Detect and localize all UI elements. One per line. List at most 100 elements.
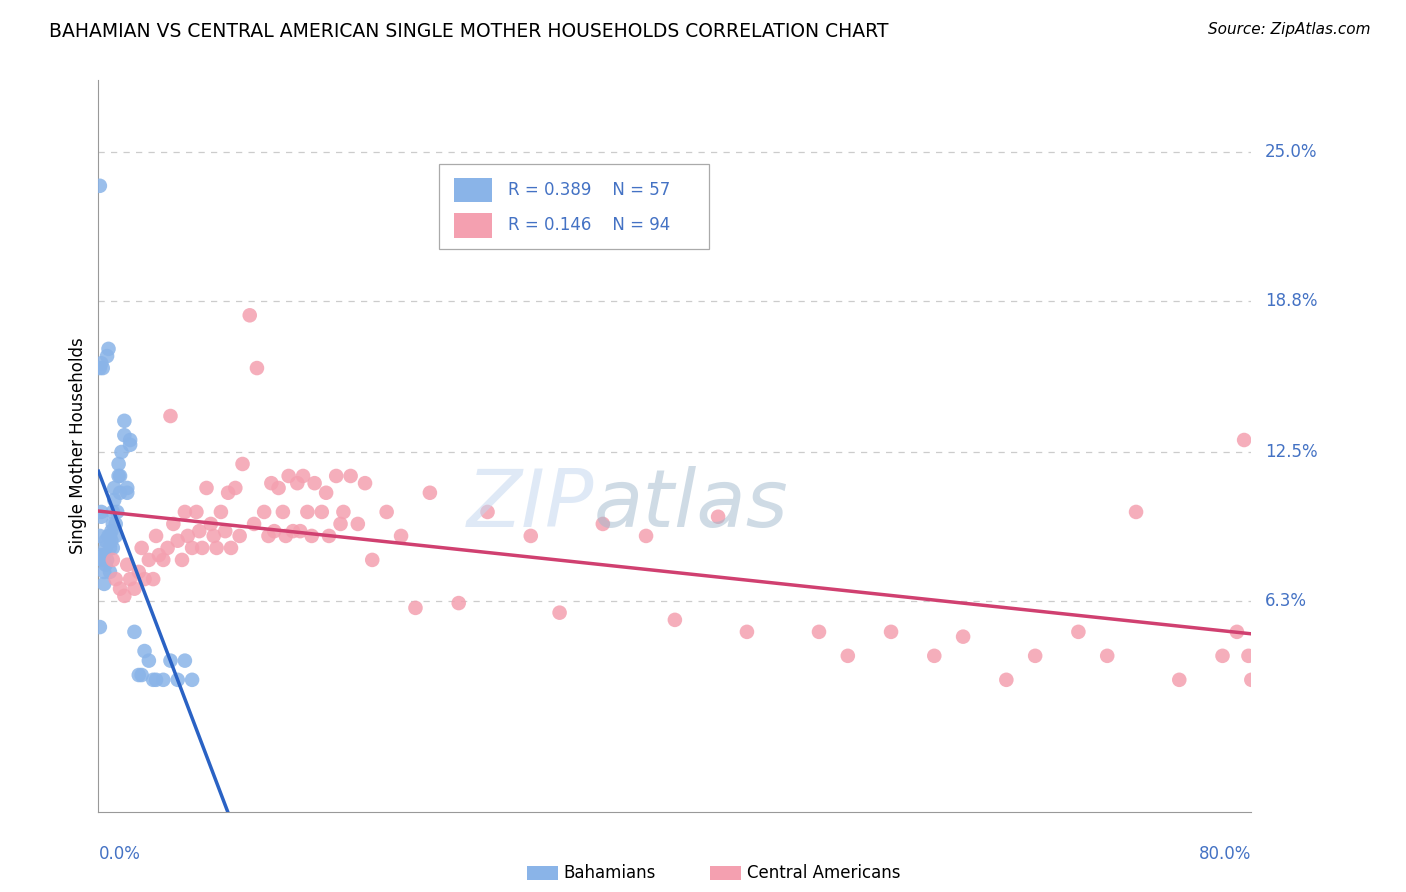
Point <box>120 572 142 586</box>
Point <box>1067 624 1090 639</box>
Point <box>97 342 120 356</box>
Point <box>1125 505 1147 519</box>
Point <box>105 505 128 519</box>
Point <box>112 414 135 428</box>
Point <box>1168 673 1191 687</box>
Point <box>104 529 127 543</box>
Point <box>329 516 352 531</box>
Text: 6.3%: 6.3% <box>1265 591 1308 609</box>
Point <box>162 516 184 531</box>
Point <box>1097 648 1119 663</box>
Text: 18.8%: 18.8% <box>1265 292 1317 310</box>
Point <box>174 654 197 668</box>
Point <box>636 529 658 543</box>
Point <box>1240 673 1263 687</box>
Point <box>277 469 299 483</box>
Point <box>94 533 117 548</box>
Point <box>104 516 127 531</box>
Point <box>922 648 945 663</box>
Point <box>91 553 114 567</box>
Point <box>195 481 218 495</box>
Point <box>315 485 337 500</box>
Point <box>90 505 112 519</box>
Point <box>156 541 179 555</box>
Point <box>253 505 276 519</box>
Text: 12.5%: 12.5% <box>1265 443 1317 461</box>
Text: ZIP: ZIP <box>467 466 595 543</box>
Point <box>281 524 304 538</box>
Point <box>271 505 294 519</box>
Point <box>131 541 153 555</box>
Point <box>205 541 228 555</box>
Text: Source: ZipAtlas.com: Source: ZipAtlas.com <box>1208 22 1371 37</box>
Point <box>332 505 354 519</box>
Point <box>107 457 129 471</box>
Point <box>159 654 181 668</box>
Point <box>159 409 181 423</box>
Point <box>447 596 470 610</box>
Point <box>285 476 308 491</box>
Point <box>89 361 111 376</box>
Point <box>117 481 138 495</box>
Point <box>257 529 280 543</box>
Point <box>91 553 114 567</box>
Point <box>707 509 730 524</box>
Point <box>297 505 319 519</box>
Point <box>837 648 859 663</box>
Point <box>520 529 543 543</box>
Point <box>166 533 188 548</box>
Point <box>124 582 146 596</box>
Point <box>100 533 122 548</box>
Point <box>142 572 165 586</box>
Point <box>405 600 427 615</box>
Point <box>735 624 758 639</box>
Point <box>361 553 384 567</box>
Point <box>120 433 142 447</box>
Point <box>134 644 156 658</box>
Point <box>148 548 170 562</box>
Point <box>94 541 117 555</box>
Text: R = 0.389    N = 57: R = 0.389 N = 57 <box>508 181 669 199</box>
Point <box>90 509 112 524</box>
Point <box>209 505 232 519</box>
Point <box>1226 624 1249 639</box>
Point <box>124 624 146 639</box>
Point <box>108 485 131 500</box>
Point <box>339 469 361 483</box>
Point <box>246 361 269 376</box>
Point <box>131 668 153 682</box>
Point <box>952 630 974 644</box>
Text: R = 0.146    N = 94: R = 0.146 N = 94 <box>508 216 669 234</box>
Y-axis label: Single Mother Households: Single Mother Households <box>69 338 87 554</box>
Point <box>134 572 156 586</box>
Point <box>104 572 127 586</box>
Point <box>128 565 150 579</box>
Point <box>98 541 121 555</box>
Point <box>1212 648 1234 663</box>
Point <box>101 541 124 555</box>
Point <box>96 553 118 567</box>
Point <box>110 445 132 459</box>
Point <box>107 469 129 483</box>
Point <box>301 529 323 543</box>
Point <box>354 476 377 491</box>
Text: atlas: atlas <box>595 466 789 543</box>
Point <box>138 654 160 668</box>
Point <box>112 428 135 442</box>
Point <box>274 529 297 543</box>
Point <box>219 541 242 555</box>
Point <box>174 505 197 519</box>
Point <box>664 613 686 627</box>
Point <box>89 529 111 543</box>
Point <box>592 516 614 531</box>
Point <box>290 524 312 538</box>
Point <box>389 529 412 543</box>
Point <box>90 356 112 370</box>
Text: BAHAMIAN VS CENTRAL AMERICAN SINGLE MOTHER HOUSEHOLDS CORRELATION CHART: BAHAMIAN VS CENTRAL AMERICAN SINGLE MOTH… <box>49 22 889 41</box>
Point <box>1233 433 1256 447</box>
Point <box>346 516 368 531</box>
Point <box>145 673 167 687</box>
Point <box>103 481 125 495</box>
Point <box>325 469 347 483</box>
Point <box>181 541 204 555</box>
